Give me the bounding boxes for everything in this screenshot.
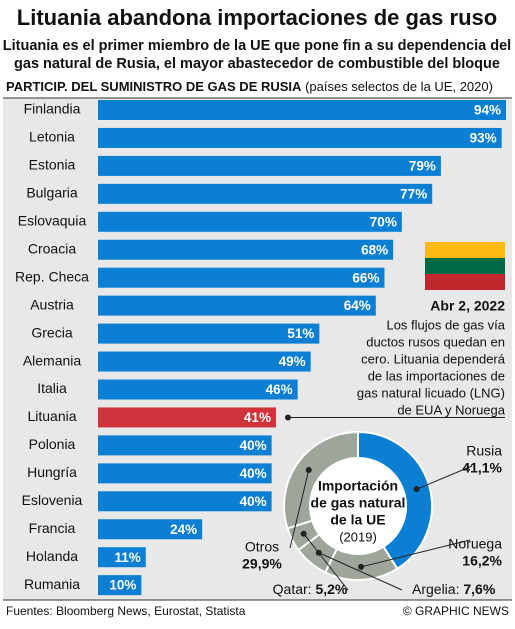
annotation-line: cero. Lituania dependerá bbox=[361, 351, 506, 366]
category-label: Rep. Checa bbox=[15, 268, 89, 284]
leader-line bbox=[289, 469, 310, 549]
value-label: 49% bbox=[279, 354, 306, 369]
bar bbox=[98, 435, 272, 456]
donut-subtitle: (2019) bbox=[339, 529, 377, 544]
slice-label: Rusia bbox=[466, 443, 502, 459]
subtitle: Lituania es el primer miembro de la UE q… bbox=[3, 38, 511, 54]
flag-stripe bbox=[425, 274, 505, 290]
category-label: Estonia bbox=[29, 157, 76, 173]
value-label: 40% bbox=[240, 494, 267, 509]
category-label: Polonia bbox=[29, 436, 76, 452]
value-label: 68% bbox=[361, 242, 388, 257]
flag bbox=[425, 242, 505, 290]
slice-label: Qatar: bbox=[273, 581, 312, 597]
category-label: Grecia bbox=[31, 324, 72, 340]
category-label: Francia bbox=[29, 520, 76, 536]
value-label: 64% bbox=[344, 298, 371, 313]
value-label: 70% bbox=[370, 214, 397, 229]
value-label: 93% bbox=[470, 131, 497, 146]
bar bbox=[98, 463, 272, 484]
bar bbox=[98, 100, 506, 120]
leader-line bbox=[416, 465, 473, 490]
slice-label: Noruega bbox=[448, 536, 502, 552]
bar bbox=[98, 491, 272, 512]
credit: © GRAPHIC NEWS bbox=[403, 604, 509, 618]
value-label: 77% bbox=[400, 186, 427, 201]
bar bbox=[98, 155, 441, 176]
annotation-line: Los flujos de gas vía bbox=[386, 317, 505, 332]
category-label: Letonia bbox=[29, 129, 75, 145]
value-label: 51% bbox=[287, 326, 314, 341]
category-label: Bulgaria bbox=[26, 185, 78, 201]
slice-label: Otros bbox=[245, 539, 279, 555]
leader-line bbox=[318, 552, 403, 591]
donut-title: de gas natural bbox=[311, 495, 406, 511]
bar bbox=[98, 519, 203, 540]
bar bbox=[98, 547, 146, 568]
bar bbox=[98, 323, 320, 344]
slice-value: 29,9% bbox=[242, 556, 282, 572]
value-label: 10% bbox=[109, 578, 136, 593]
donut-slice bbox=[357, 430, 433, 571]
bar bbox=[98, 295, 376, 316]
category-label: Lituania bbox=[27, 408, 76, 424]
category-label: Finlandia bbox=[24, 101, 81, 117]
subtitle: gas natural de Rusia, el mayor abasteced… bbox=[14, 56, 500, 72]
category-label: Holanda bbox=[26, 548, 78, 564]
leader-line bbox=[303, 533, 349, 591]
bar bbox=[98, 379, 298, 400]
value-label: 41% bbox=[244, 410, 271, 425]
title: Lituania abandona importaciones de gas r… bbox=[17, 5, 497, 30]
value-label: 79% bbox=[409, 158, 436, 173]
category-label: Rumania bbox=[24, 576, 80, 592]
annotation-dot bbox=[284, 414, 291, 421]
bar bbox=[98, 211, 402, 232]
category-label: Alemania bbox=[23, 352, 82, 368]
value-label: 40% bbox=[240, 466, 267, 481]
flag-stripe bbox=[425, 258, 505, 274]
slice-label-group: Argelia: 7,6% bbox=[412, 581, 496, 597]
slice-value: 7,6% bbox=[463, 581, 495, 597]
donut-hole bbox=[310, 458, 406, 554]
category-label: Italia bbox=[37, 380, 67, 396]
value-label: 66% bbox=[352, 270, 379, 285]
category-label: Eslovaquia bbox=[18, 213, 87, 229]
donut-slice bbox=[283, 430, 359, 530]
value-label: 94% bbox=[474, 103, 501, 118]
bar bbox=[98, 183, 433, 204]
value-label: 40% bbox=[240, 438, 267, 453]
bar bbox=[98, 127, 502, 148]
bar bbox=[98, 351, 311, 372]
bar bbox=[98, 407, 276, 428]
slice-value: 41,1% bbox=[462, 460, 502, 476]
slice-label: Argelia: bbox=[412, 581, 459, 597]
annotation-line: de EUA y Noruega bbox=[397, 402, 505, 417]
category-label: Austria bbox=[30, 296, 74, 312]
value-label: 46% bbox=[266, 382, 293, 397]
slice-value: 5,2% bbox=[315, 581, 347, 597]
value-label: 24% bbox=[170, 522, 197, 537]
value-label: 11% bbox=[114, 550, 140, 565]
bar bbox=[98, 239, 394, 260]
donut-title: de la UE bbox=[330, 512, 385, 528]
category-label: Hungría bbox=[27, 464, 77, 480]
bar bbox=[98, 575, 142, 596]
category-label: Croacia bbox=[28, 240, 76, 256]
slice-label-group: Qatar: 5,2% bbox=[273, 581, 348, 597]
annotation-line: gas natural licuado (LNG) bbox=[357, 385, 505, 400]
annotation-line: de las importaciones de bbox=[368, 368, 505, 383]
slice-value: 16,2% bbox=[462, 553, 502, 569]
bar-title: PARTICIP. DEL SUMINISTRO DE GAS DE RUSIA bbox=[6, 79, 302, 94]
leader-line bbox=[360, 539, 471, 568]
annotation-date: Abr 2, 2022 bbox=[430, 298, 505, 314]
bar-subtitle: (países selectos de la UE, 2020) bbox=[305, 79, 493, 94]
source: Fuentes: Bloomberg News, Eurostat, Stati… bbox=[6, 604, 246, 618]
bar bbox=[98, 267, 385, 288]
bar-header: PARTICIP. DEL SUMINISTRO DE GAS DE RUSIA… bbox=[6, 79, 493, 94]
annotation-line: ductos rusos quedan en bbox=[366, 334, 505, 349]
donut-title: Importación bbox=[318, 478, 398, 494]
category-label: Eslovenia bbox=[22, 492, 83, 508]
flag-stripe bbox=[425, 242, 505, 258]
